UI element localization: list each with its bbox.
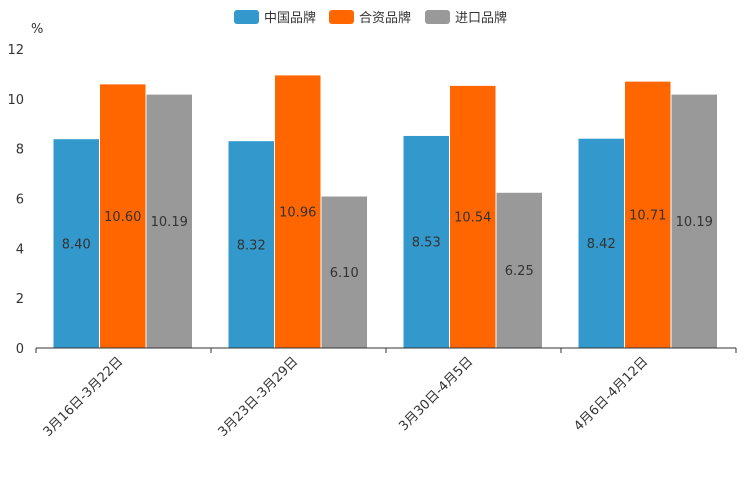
legend-swatch-joint-venture-brand	[329, 9, 354, 24]
bar-joint-venture-brand[interactable]	[99, 83, 147, 349]
bar-value-label: 10.19	[151, 215, 188, 230]
y-tick-label: 12	[7, 43, 24, 58]
legend-label-joint-venture-brand: 合资品牌	[359, 11, 412, 26]
bar-imported-brand[interactable]	[320, 195, 368, 349]
y-tick-label: 10	[7, 93, 24, 108]
bar-china-brand[interactable]	[577, 137, 625, 349]
y-axis-unit-label: %	[31, 22, 43, 37]
bar-value-label: 8.42	[587, 237, 616, 252]
legend: 中国品牌 合资品牌 进口品牌	[0, 7, 744, 27]
y-tick-label: 4	[16, 242, 24, 257]
bar-imported-brand[interactable]	[670, 93, 718, 349]
x-tick-label: 3月16日-3月22日	[41, 354, 127, 440]
y-tick-label: 8	[16, 143, 24, 158]
legend-item-china-brand[interactable]: 中国品牌	[234, 7, 316, 26]
bar-value-label: 10.54	[454, 211, 491, 226]
legend-swatch-imported-brand	[425, 9, 450, 24]
bar-value-label: 10.71	[629, 209, 666, 224]
bar-label-group: 8.40 10.60 10.19 8.32 10.96 6.10 8.53 10.54 6.25…	[62, 205, 713, 281]
bar-joint-venture-brand[interactable]	[449, 84, 497, 349]
legend-swatch-china-brand	[234, 9, 259, 24]
x-tick-label: 4月6日-4月12日	[571, 354, 651, 434]
bar-series-group	[52, 74, 718, 349]
bar-joint-venture-brand[interactable]	[274, 74, 322, 349]
bar-value-label: 10.96	[279, 205, 316, 220]
legend-item-imported-brand[interactable]: 进口品牌	[425, 7, 507, 26]
y-tick-label: 2	[16, 292, 24, 307]
bar-value-label: 8.32	[237, 238, 266, 253]
y-tick-label: 0	[16, 342, 24, 357]
x-axis: 3月16日-3月22日 3月23日-3月29日 3月30日-4月5日 4月6日-4月1…	[35, 348, 737, 440]
x-tick-label: 3月30日-4月5日	[396, 354, 476, 434]
bar-value-label: 10.19	[676, 215, 713, 230]
bar-value-label: 6.10	[330, 266, 359, 281]
bar-value-label: 8.53	[412, 236, 441, 251]
bar-value-label: 6.25	[505, 264, 534, 279]
bar-china-brand[interactable]	[227, 140, 275, 349]
bar-value-label: 8.40	[62, 237, 91, 252]
legend-label-imported-brand: 进口品牌	[455, 11, 508, 26]
bar-china-brand[interactable]	[402, 134, 450, 349]
bar-joint-venture-brand[interactable]	[624, 80, 672, 349]
y-axis: 0 2 4 6 8 10 12	[7, 43, 24, 357]
legend-label-china-brand: 中国品牌	[264, 11, 317, 26]
bar-imported-brand[interactable]	[495, 191, 543, 349]
legend-item-joint-venture-brand[interactable]: 合资品牌	[329, 7, 411, 26]
bar-value-label: 10.60	[104, 210, 141, 225]
x-tick-label: 3月23日-3月29日	[216, 354, 302, 440]
y-tick-label: 6	[16, 193, 24, 208]
